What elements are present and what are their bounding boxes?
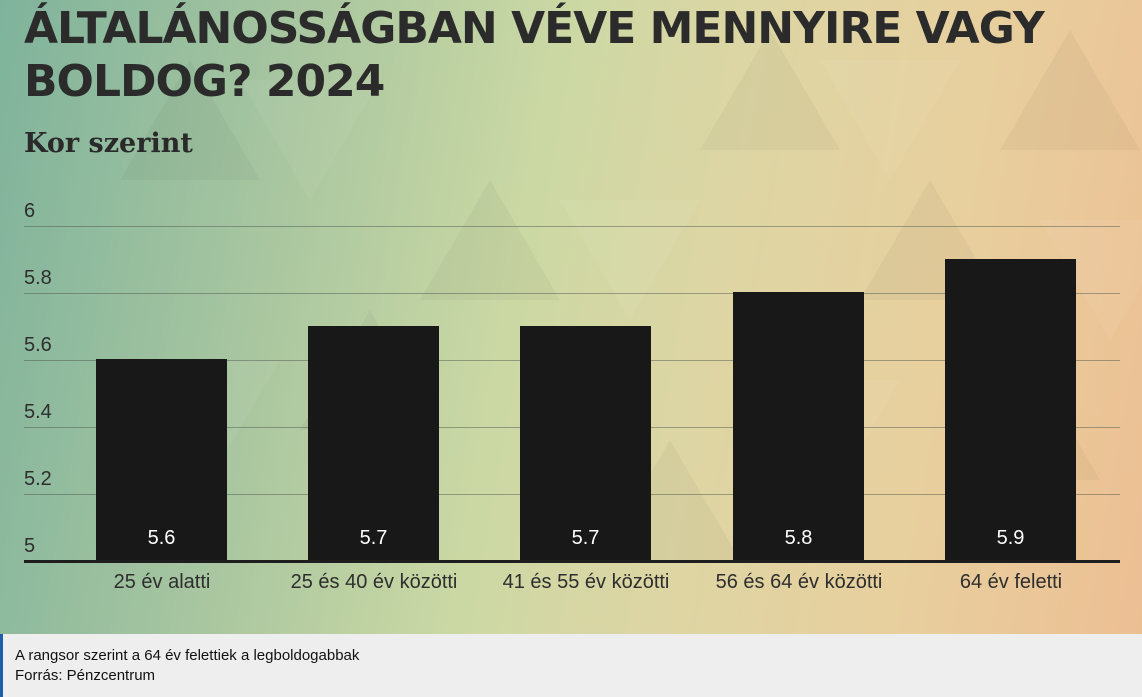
x-category-label: 25 év alatti	[113, 571, 211, 593]
bar-56-64-ev-kozotti: 5.8	[733, 292, 864, 560]
y-tick-label: 5.4	[24, 401, 52, 423]
y-tick-label: 5.8	[24, 267, 52, 289]
y-tick-label: 5.6	[24, 334, 52, 356]
bar-25-40-ev-kozotti: 5.7	[308, 326, 439, 560]
caption-source: Forrás: Pénzcentrum	[15, 667, 156, 684]
chart-title: ÁLTALÁNOSSÁGBAN VÉVE MENNYIRE VAGY BOLDO…	[24, 3, 1045, 107]
bar-25-ev-alatti: 5.6	[96, 359, 227, 560]
x-category-label: 64 év feletti	[959, 571, 1063, 593]
y-tick-label: 5.2	[24, 468, 52, 490]
y-tick-label: 6	[24, 200, 36, 222]
gridline-6	[24, 226, 1120, 227]
bar-value-label: 5.7	[359, 527, 388, 549]
bar-41-55-ev-kozotti: 5.7	[520, 326, 651, 560]
gridline-5-8	[24, 293, 1120, 294]
chart-caption: A rangsor szerint a 64 év felettiek a le…	[0, 634, 1142, 697]
x-axis-baseline	[24, 560, 1120, 563]
bar-value-label: 5.9	[996, 527, 1025, 549]
chart-subtitle: Kor szerint	[24, 128, 193, 159]
y-tick-label: 5	[24, 535, 36, 557]
x-category-label: 25 és 40 év közötti	[290, 571, 458, 593]
chart-panel: ÁLTALÁNOSSÁGBAN VÉVE MENNYIRE VAGY BOLDO…	[0, 0, 1142, 634]
bar-value-label: 5.7	[571, 527, 600, 549]
x-category-label: 56 és 64 év közötti	[715, 571, 883, 593]
bar-value-label: 5.6	[147, 527, 176, 549]
x-category-label: 41 és 55 év közötti	[502, 571, 670, 593]
bar-64-ev-feletti: 5.9	[945, 259, 1076, 560]
bar-value-label: 5.8	[784, 527, 813, 549]
caption-note: A rangsor szerint a 64 év felettiek a le…	[15, 647, 360, 664]
